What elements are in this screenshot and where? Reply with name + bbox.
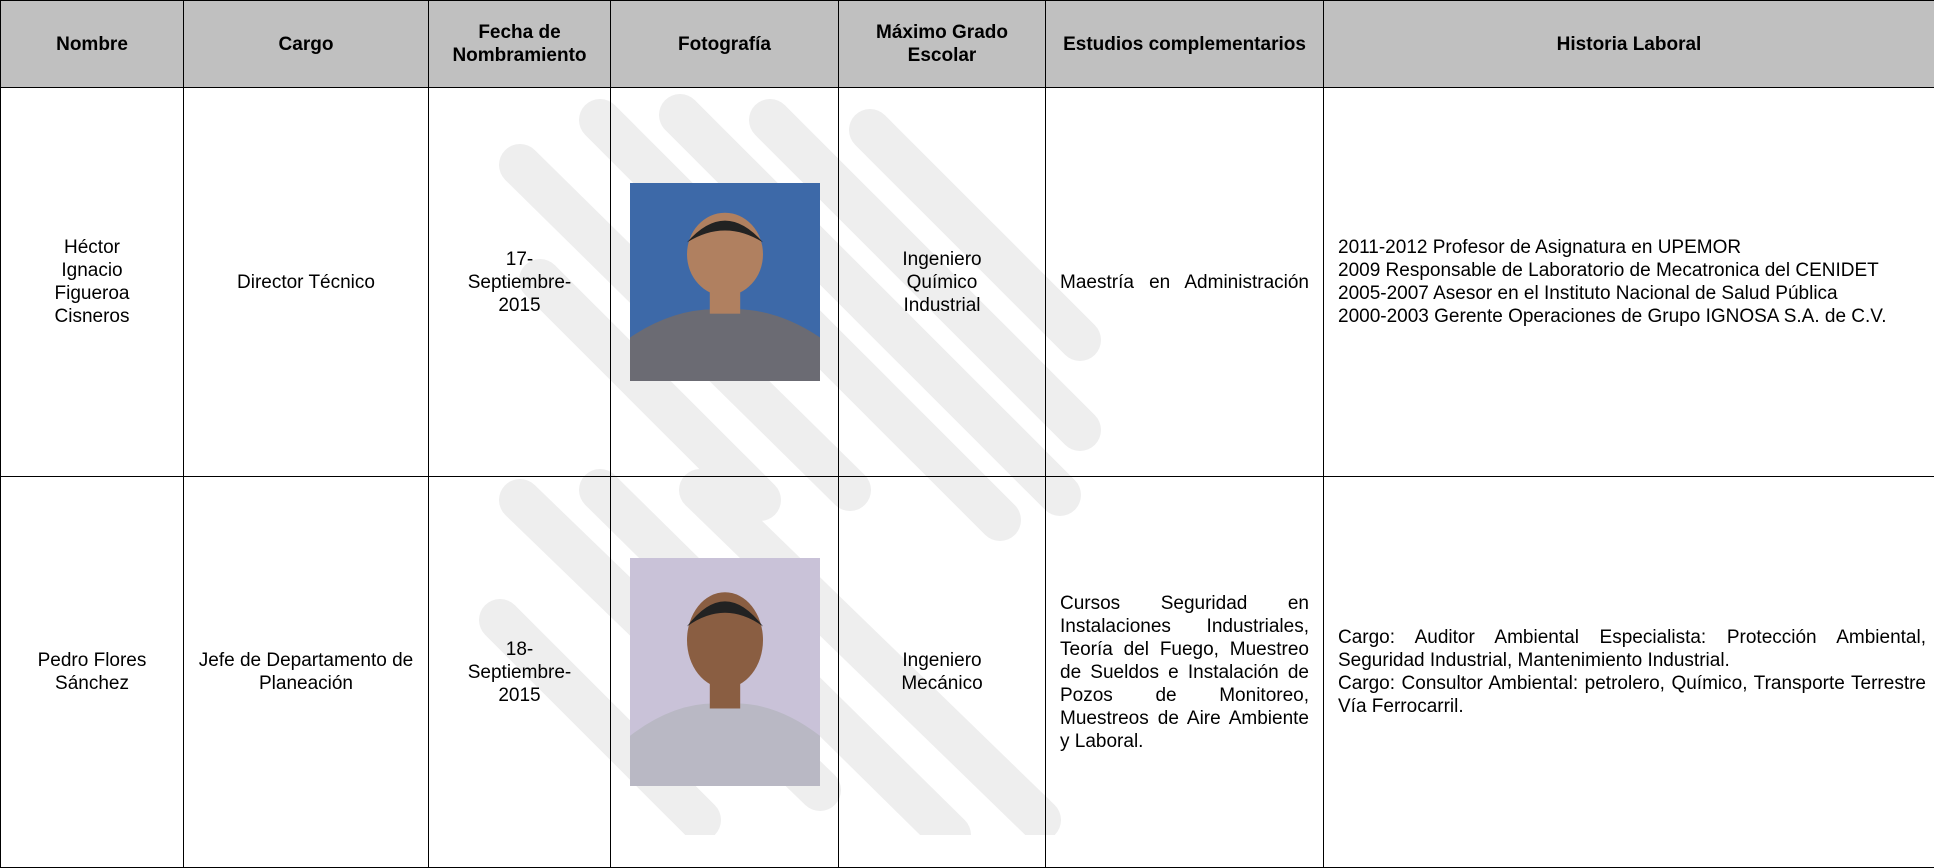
historia-entry: Cargo: Auditor Ambiental Especialista: P… <box>1338 626 1926 672</box>
photo-cell <box>611 477 839 868</box>
fecha-cell: 18-Septiembre-2015 <box>429 477 611 868</box>
historia-entry: 2000-2003 Gerente Operaciones de Grupo I… <box>1338 305 1926 328</box>
fecha-cell: 17-Septiembre-2015 <box>429 88 611 477</box>
photo <box>630 183 820 381</box>
grado-cell: Ingeniero Mecánico <box>839 477 1046 868</box>
historia-entry: 2005-2007 Asesor en el Instituto Naciona… <box>1338 282 1926 305</box>
nombre-cell: Héctor Ignacio Figueroa Cisneros <box>1 88 184 477</box>
column-header: Cargo <box>184 1 429 88</box>
nombre-cell: Pedro Flores Sánchez <box>1 477 184 868</box>
historia-cell: Cargo: Auditor Ambiental Especialista: P… <box>1324 477 1934 868</box>
column-header: Fotografía <box>611 1 839 88</box>
column-header: Fecha de Nombramiento <box>429 1 611 88</box>
historia-entry: 2009 Responsable de Laboratorio de Mecat… <box>1338 259 1926 282</box>
estudios-cell: Maestría en Administración <box>1046 88 1324 477</box>
column-header: Estudios complementarios <box>1046 1 1324 88</box>
cargo-cell: Jefe de Departamento de Planeación <box>184 477 429 868</box>
cargo-cell: Director Técnico <box>184 88 429 477</box>
historia-cell: 2011-2012 Profesor de Asignatura en UPEM… <box>1324 88 1934 477</box>
historia-entry: Cargo: Consultor Ambiental: petrolero, Q… <box>1338 672 1926 718</box>
historia-entry: 2011-2012 Profesor de Asignatura en UPEM… <box>1338 236 1926 259</box>
photo <box>630 558 820 786</box>
photo-cell <box>611 88 839 477</box>
column-header: Máximo Grado Escolar <box>839 1 1046 88</box>
grado-cell: Ingeniero Químico Industrial <box>839 88 1046 477</box>
estudios-cell: Cursos Seguridad en Instalaciones Indust… <box>1046 477 1324 868</box>
column-header: Nombre <box>1 1 184 88</box>
column-header: Historia Laboral <box>1324 1 1934 88</box>
